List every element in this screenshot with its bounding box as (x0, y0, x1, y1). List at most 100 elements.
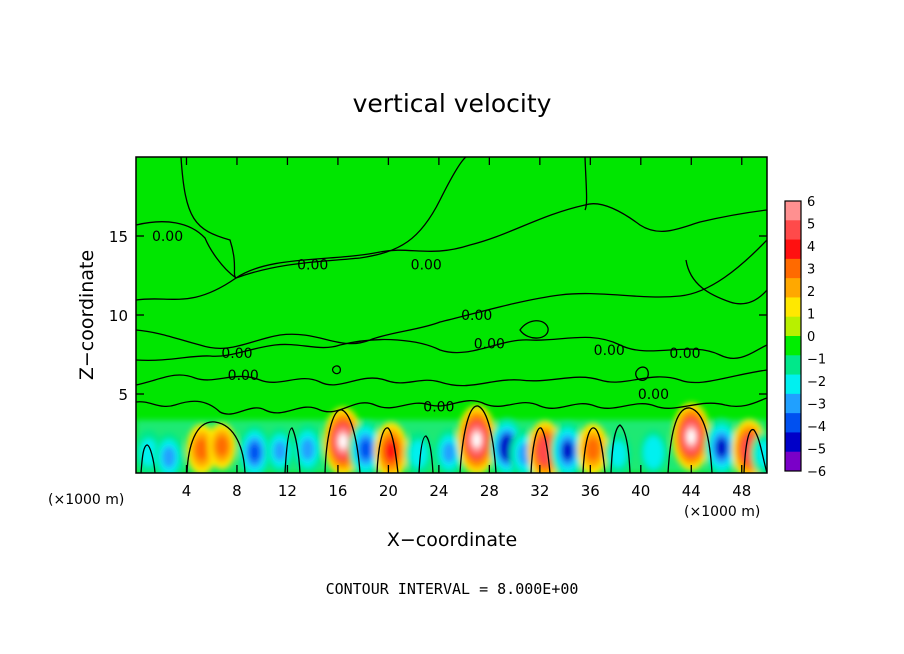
colorbar-swatch (785, 220, 801, 241)
contour-line (635, 366, 649, 382)
x-tick-label: 28 (480, 482, 499, 500)
x-tick-label: 12 (278, 482, 297, 500)
contour-line (667, 407, 713, 473)
contour-line (685, 259, 767, 305)
contour-label: 0.00 (297, 257, 328, 273)
colorbar-tick-label: 0 (807, 330, 815, 345)
contour-line (376, 427, 399, 473)
y-axis-label: Z−coordinate (76, 250, 98, 380)
heatmap-cell (273, 440, 287, 462)
contour-line (136, 203, 767, 301)
colorbar-swatch (785, 451, 801, 472)
contour-line (743, 429, 767, 473)
colorbar-swatch (785, 355, 801, 376)
contour-line (136, 369, 767, 387)
contour-label: 0.00 (638, 387, 669, 403)
colorbar-swatch (785, 393, 801, 414)
contour-line (610, 424, 631, 473)
heatmap-cell (561, 440, 574, 461)
heatmap-cell (162, 446, 176, 469)
contour-line (136, 397, 767, 415)
contour-label: 0.00 (152, 229, 183, 245)
contour-label: 0.00 (221, 346, 252, 362)
y-axis: 5 10 15 (109, 228, 767, 404)
colorbar-tick-label: 2 (807, 285, 815, 300)
x-unit-right: (×1000 m) (684, 504, 760, 520)
colorbar-tick-label: 1 (807, 308, 815, 323)
heatmap-cell (647, 442, 660, 463)
colorbar-tick-label: −3 (807, 398, 826, 413)
contour-label: 0.00 (594, 343, 625, 359)
heatmap-cell (502, 439, 512, 457)
heatmap-cell (215, 435, 229, 457)
y-tick-label: 10 (109, 307, 128, 325)
y-tick-label: 5 (118, 386, 128, 404)
heatmap-cell (609, 440, 627, 468)
colorbar-tick-label: 6 (807, 195, 815, 210)
colorbar-tick-label: −6 (807, 465, 826, 480)
contour-line (180, 157, 467, 279)
colorbar-swatch (785, 413, 801, 433)
colorbar-tick-label: −5 (807, 443, 826, 458)
contour-line (331, 365, 342, 375)
x-axis: 4 8 12 16 20 24 28 32 36 40 44 48 (182, 157, 751, 500)
colorbar-tick-label: −1 (807, 353, 826, 368)
x-axis-label: X−coordinate (387, 529, 517, 551)
heatmap-cell-core (687, 429, 696, 445)
colorbar-tick-label: 3 (807, 263, 815, 278)
colorbar-swatch (785, 201, 801, 221)
colorbar: 6 5 4 3 2 1 0 −1 −2 −3 −4 −5 −6 (784, 195, 826, 480)
y-tick-label: 15 (109, 228, 128, 246)
contour-line (186, 421, 246, 473)
contour-line (530, 427, 551, 473)
contour-label: 0.00 (461, 308, 492, 324)
contour-label: 0.00 (669, 346, 700, 362)
heatmap-cells (136, 402, 767, 473)
contour-line (284, 427, 301, 473)
colorbar-tick-label: −2 (807, 375, 826, 390)
x-tick-label: 44 (682, 482, 701, 500)
colorbar-swatch (785, 297, 801, 318)
x-tick-label: 32 (530, 482, 549, 500)
contour-line (582, 427, 606, 473)
heatmap-cell (410, 440, 428, 468)
colorbar-swatch (785, 374, 801, 395)
colorbar-frame (784, 200, 802, 472)
x-tick-label: 48 (732, 482, 751, 500)
x-tick-label: 40 (631, 482, 650, 500)
heatmap-cell (585, 437, 600, 461)
contour-line (584, 157, 588, 211)
x-tick-label: 20 (379, 482, 398, 500)
colorbar-tick-label: 4 (807, 240, 815, 255)
contour-label: 0.00 (411, 257, 442, 273)
contour-line (459, 405, 497, 473)
x-tick-label: 16 (328, 482, 347, 500)
contour-line (136, 221, 237, 279)
x-unit-left: (×1000 m) (48, 492, 124, 508)
contour-line (136, 336, 767, 362)
colorbar-swatch (785, 239, 801, 260)
heatmap-cell-core (472, 432, 482, 448)
contour-line (136, 239, 767, 349)
x-tick-label: 4 (182, 482, 192, 500)
colorbar-swatch (785, 336, 801, 356)
heatmap-cell (300, 438, 315, 461)
contour-label: 0.00 (423, 400, 454, 416)
heatmap-cell (194, 438, 209, 461)
contour-line (519, 320, 549, 339)
heatmap-cell (715, 437, 728, 458)
plot-area: 0.00 0.00 0.00 0.00 0.00 0.00 0.00 0.00 0.00 0.00… (136, 157, 767, 473)
colorbar-tick-label: −4 (807, 420, 826, 435)
contour-line (324, 409, 361, 473)
colorbar-swatch (785, 432, 801, 453)
heatmap-cell (249, 442, 261, 462)
heatmap-cell (359, 439, 372, 460)
colorbar-swatch (785, 258, 801, 279)
contour-label: 0.00 (474, 336, 505, 352)
x-tick-label: 24 (429, 482, 448, 500)
contour-label: 0.00 (228, 368, 259, 384)
contour-line (140, 444, 156, 473)
heatmap-cell-core (338, 433, 348, 449)
colorbar-swatch (785, 278, 801, 298)
